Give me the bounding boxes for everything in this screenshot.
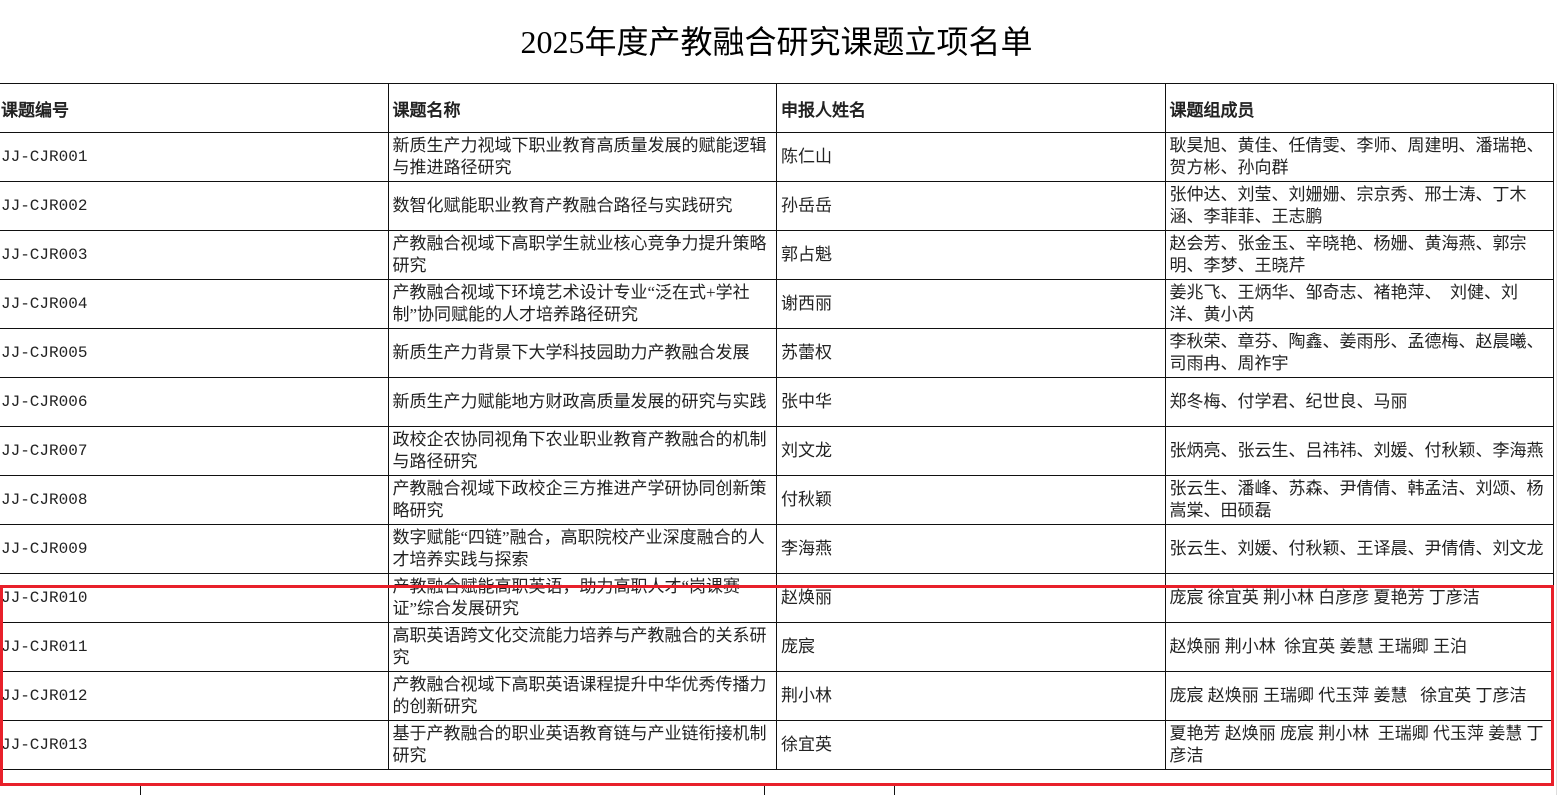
page-title: 2025年度产教融合研究课题立项名单 [520,24,1033,60]
cell-id[interactable]: JJ-CJR003 [0,230,389,280]
cell-id[interactable]: JJ-CJR001 [0,132,389,182]
cell-id[interactable]: JJ-CJR010 [0,573,389,623]
cell-applicant[interactable]: 陈仁山 [776,132,1166,182]
cell-applicant[interactable]: 孙岳岳 [776,181,1166,231]
cell-members[interactable]: 郑冬梅、付学君、纪世良、马丽 [1164,377,1554,427]
cell-applicant[interactable]: 赵焕丽 [776,573,1166,623]
column-header-applicant[interactable]: 申报人姓名 [776,83,1166,133]
table-row: JJ-CJR008 产教融合视域下政校企三方推进产学研协同创新策略研究 付秋颖 张云生… [0,475,1554,525]
cell-applicant[interactable]: 张中华 [776,377,1166,427]
cell-name[interactable]: 产教融合视域下环境艺术设计专业“泛在式+学社制”协同赋能的人才培养路径研究 [387,279,777,329]
cell-members[interactable]: 姜兆飞、王炳华、邹奇志、褚艳萍、 刘健、刘洋、黄小芮 [1164,279,1554,329]
cell-name[interactable]: 产教融合视域下高职英语课程提升中华优秀传播力的创新研究 [387,671,777,721]
cell-id[interactable]: JJ-CJR005 [0,328,389,378]
cell-members[interactable]: 夏艳芳 赵焕丽 庞宸 荆小林 王瑞卿 代玉萍 姜慧 丁彦洁 [1164,720,1554,770]
cell-members[interactable]: 李秋荣、章芬、陶鑫、姜雨彤、孟德梅、赵晨曦、司雨冉、周祚宇 [1164,328,1554,378]
cell-name[interactable]: 产教融合视域下政校企三方推进产学研协同创新策略研究 [387,475,777,525]
cell-id[interactable]: JJ-CJR002 [0,181,389,231]
cell-members[interactable]: 赵焕丽 荆小林 徐宜英 姜慧 王瑞卿 王泊 [1164,622,1554,672]
cell-applicant[interactable]: 郭占魁 [776,230,1166,280]
table-row: JJ-CJR003 产教融合视域下高职学生就业核心竞争力提升策略研究 郭占魁 赵会芳、… [0,230,1554,280]
table-row: JJ-CJR009 数字赋能“四链”融合，高职院校产业深度融合的人才培养实践与探索… [0,524,1554,574]
cell-name[interactable]: 基于产教融合的职业英语教育链与产业链衔接机制研究 [387,720,777,770]
cell-name[interactable]: 产教融合视域下高职学生就业核心竞争力提升策略研究 [387,230,777,280]
cell-id[interactable]: JJ-CJR009 [0,524,389,574]
cell-name[interactable]: 产教融合赋能高职英语，助力高职人才“岗课赛证”综合发展研究 [387,573,777,623]
cell-members[interactable]: 张炳亮、张云生、吕祎祎、刘媛、付秋颖、李海燕 [1164,426,1554,476]
table-row: JJ-CJR002 数智化赋能职业教育产教融合路径与实践研究 孙岳岳 张仲达、刘莹、刘… [0,181,1554,231]
column-header-id[interactable]: 课题编号 [0,83,389,133]
cell-members[interactable]: 张云生、刘媛、付秋颖、王译晨、尹倩倩、刘文龙 [1164,524,1554,574]
cell-id[interactable]: JJ-CJR011 [0,622,389,672]
cell-members[interactable]: 庞宸 赵焕丽 王瑞卿 代玉萍 姜慧 徐宜英 丁彦洁 [1164,671,1554,721]
cell-id[interactable]: JJ-CJR008 [0,475,389,525]
cell-id[interactable]: JJ-CJR013 [0,720,389,770]
cell-members[interactable]: 庞宸 徐宜英 荆小林 白彦彦 夏艳芳 丁彦洁 [1164,573,1554,623]
cell-id[interactable]: JJ-CJR012 [0,671,389,721]
column-header-members[interactable]: 课题组成员 [1164,83,1554,133]
cell-applicant[interactable]: 付秋颖 [776,475,1166,525]
project-table: 课题编号 课题名称 申报人姓名 课题组成员 JJ-CJR001 新质生产力视域下职… [0,83,1554,770]
table-row: JJ-CJR007 政校企农协同视角下农业职业教育产教融合的机制与路径研究 刘文龙张… [0,426,1554,476]
table-row: JJ-CJR011 高职英语跨文化交流能力培养与产教融合的关系研究 庞宸 赵焕丽 荆小… [0,622,1554,672]
cell-applicant[interactable]: 徐宜英 [776,720,1166,770]
table-row: JJ-CJR012 产教融合视域下高职英语课程提升中华优秀传播力的创新研究 荆小林庞… [0,671,1554,721]
table-row: JJ-CJR004 产教融合视域下环境艺术设计专业“泛在式+学社制”协同赋能的人才… [0,279,1554,329]
cell-members[interactable]: 赵会芳、张金玉、辛晓艳、杨姗、黄海燕、郭宗明、李梦、王晓芹 [1164,230,1554,280]
table-row: JJ-CJR001 新质生产力视域下职业教育高质量发展的赋能逻辑与推进路径研究 陈仁… [0,132,1554,182]
cell-applicant[interactable]: 庞宸 [776,622,1166,672]
column-header-name[interactable]: 课题名称 [387,83,777,133]
table-header-row: 课题编号 课题名称 申报人姓名 课题组成员 [0,83,1554,133]
cell-name[interactable]: 新质生产力视域下职业教育高质量发展的赋能逻辑与推进路径研究 [387,132,777,182]
cell-name[interactable]: 政校企农协同视角下农业职业教育产教融合的机制与路径研究 [387,426,777,476]
cell-id[interactable]: JJ-CJR004 [0,279,389,329]
cell-name[interactable]: 新质生产力赋能地方财政高质量发展的研究与实践 [387,377,777,427]
cell-id[interactable]: JJ-CJR006 [0,377,389,427]
cell-members[interactable]: 耿昊旭、黄佳、任倩雯、李师、周建明、潘瑞艳、贺方彬、孙向群 [1164,132,1554,182]
cell-id[interactable]: JJ-CJR007 [0,426,389,476]
cell-name[interactable]: 数字赋能“四链”融合，高职院校产业深度融合的人才培养实践与探索 [387,524,777,574]
cell-name[interactable]: 新质生产力背景下大学科技园助力产教融合发展 [387,328,777,378]
cell-applicant[interactable]: 荆小林 [776,671,1166,721]
cell-applicant[interactable]: 苏蕾权 [776,328,1166,378]
cell-name[interactable]: 高职英语跨文化交流能力培养与产教融合的关系研究 [387,622,777,672]
cell-applicant[interactable]: 李海燕 [776,524,1166,574]
table-row: JJ-CJR010 产教融合赋能高职英语，助力高职人才“岗课赛证”综合发展研究 赵焕… [0,573,1554,623]
next-empty-row [0,784,1562,795]
table-row: JJ-CJR006 新质生产力赋能地方财政高质量发展的研究与实践 张中华 郑冬梅、付学… [0,377,1554,427]
cell-applicant[interactable]: 刘文龙 [776,426,1166,476]
table-row: JJ-CJR005 新质生产力背景下大学科技园助力产教融合发展 苏蕾权 李秋荣、章芬、… [0,328,1554,378]
cell-members[interactable]: 张仲达、刘莹、刘姗姗、宗京秀、邢士涛、丁木涵、李菲菲、王志鹏 [1164,181,1554,231]
sheet-gridline [1556,84,1562,795]
cell-name[interactable]: 数智化赋能职业教育产教融合路径与实践研究 [387,181,777,231]
cell-members[interactable]: 张云生、潘峰、苏森、尹倩倩、韩孟洁、刘颂、杨嵩棠、田硕磊 [1164,475,1554,525]
cell-applicant[interactable]: 谢西丽 [776,279,1166,329]
table-row: JJ-CJR013 基于产教融合的职业英语教育链与产业链衔接机制研究 徐宜英 夏艳芳 … [0,720,1554,770]
